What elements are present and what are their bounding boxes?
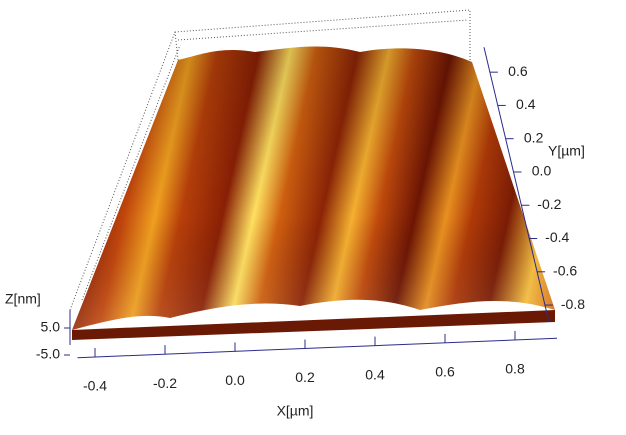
x-tick-label: 0.4 bbox=[365, 366, 385, 382]
x-axis-line bbox=[77, 337, 558, 359]
x-tick-label: 0.8 bbox=[505, 361, 525, 377]
y-tick-label: -0.4 bbox=[545, 229, 569, 245]
z-axis-title: Z[nm] bbox=[5, 291, 41, 307]
y-tick-label: 0.4 bbox=[516, 96, 536, 112]
y-tick-label: 0.0 bbox=[532, 163, 552, 179]
x-tick-label: -0.2 bbox=[153, 375, 177, 391]
x-tick-label: 0.2 bbox=[295, 369, 315, 385]
x-tick-label: 0.6 bbox=[435, 364, 455, 380]
y-tick-label: -0.8 bbox=[561, 296, 585, 312]
y-tick-label: -0.2 bbox=[537, 196, 561, 212]
z-tick-label: 5.0 bbox=[41, 319, 61, 335]
surface bbox=[72, 46, 555, 340]
x-axis-title: X[µm] bbox=[277, 403, 314, 419]
y-tick-label: -0.6 bbox=[553, 262, 577, 278]
y-tick-label: 0.2 bbox=[524, 129, 544, 145]
y-axis-line bbox=[483, 47, 550, 322]
z-tick-label: -5.0 bbox=[36, 346, 60, 362]
x-tick-label: -0.4 bbox=[83, 378, 107, 394]
x-tick-label: 0.0 bbox=[225, 372, 245, 388]
y-axis-title: Y[µm] bbox=[548, 143, 585, 159]
y-tick-label: 0.6 bbox=[508, 63, 528, 79]
